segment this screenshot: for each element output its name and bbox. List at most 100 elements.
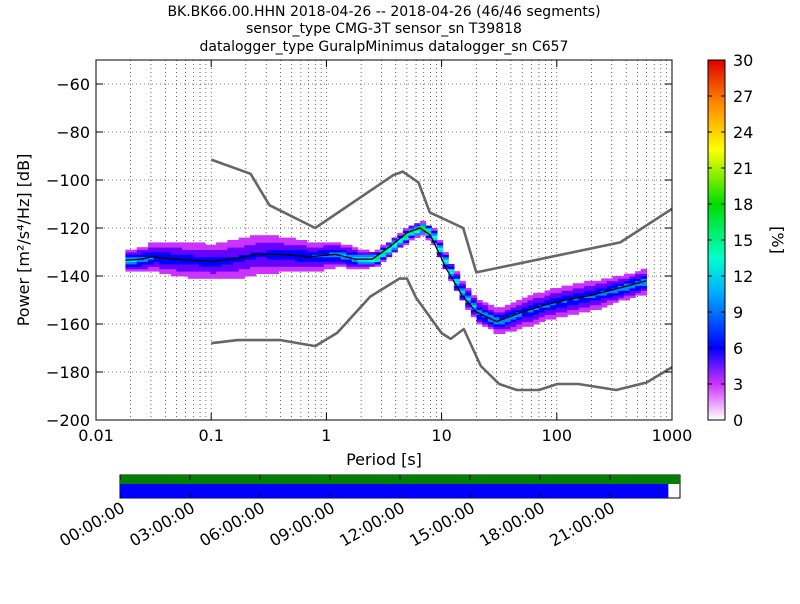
psd-cell [159,259,166,262]
psd-cell [442,254,449,258]
x-tick-label: 0.1 [198,426,223,445]
time-tick-label: 15:00:00 [406,498,478,550]
psd-cell [561,290,568,294]
psd-cell [601,285,608,289]
psd-cell [533,304,540,308]
psd-cell [148,266,155,270]
psd-cell [572,300,580,303]
psd-cell [555,292,563,296]
psd-cell [453,283,461,286]
x-tick-label: 1 [321,426,331,445]
psd-cell [363,266,370,270]
psd-cell [153,249,160,253]
psd-cell [555,297,563,301]
psd-cell [521,300,529,303]
psd-cell [244,244,251,248]
colorbar-tick-label: 15 [733,231,753,250]
psd-cell [182,247,189,250]
psd-cell [640,268,648,272]
psd-cell [595,290,602,294]
psd-cell [182,268,189,272]
psd-cell [589,302,597,306]
psd-cell [244,242,251,246]
time-tick-label: 18:00:00 [476,498,548,550]
psd-cell [538,314,546,318]
psd-cell [567,292,574,296]
psd-cell [589,280,597,284]
psd-cell [244,266,251,270]
psd-cell [193,244,200,248]
psd-cell [317,256,325,260]
psd-cell [448,271,455,274]
psd-cell [635,283,642,286]
psd-cell [493,328,500,332]
psd-cell [334,261,342,265]
psd-cell [227,249,234,253]
psd-cell [204,249,211,253]
psd-cell [278,268,285,272]
psd-cell [595,288,602,291]
psd-cell [544,312,551,315]
psd-cell [555,314,563,318]
psd-cell [499,324,506,327]
psd-cell [204,268,211,272]
psd-cell [170,252,177,255]
psd-cell [300,259,308,262]
psd-cell [329,242,336,246]
psd-cell [504,316,512,320]
psd-cell [182,271,189,274]
psd-cell [283,264,291,267]
psd-cell [504,312,512,315]
psd-cell [595,292,602,296]
psd-cell [567,309,574,313]
psd-cell [380,256,387,260]
psd-cell [131,249,138,253]
psd-cell [170,244,177,248]
psd-cell [487,324,495,327]
psd-cell [578,297,585,301]
psd-cell [125,254,132,258]
psd-cell [289,259,296,262]
psd-cell [221,249,228,253]
psd-cell [204,259,211,262]
psd-cell [544,292,551,296]
psd-cell [357,256,364,260]
psd-cell [244,259,251,262]
psd-cell [487,304,495,308]
x-axis-label: Period [s] [346,450,422,469]
psd-cell [527,309,534,313]
psd-cell [317,268,325,272]
psd-cell [482,309,489,313]
psd-cell [266,261,274,265]
psd-cell [165,261,172,265]
psd-cell [465,302,472,306]
psd-cell [283,256,291,260]
psd-cell [459,297,466,301]
psd-cell [136,264,143,267]
psd-cell [385,252,393,255]
psd-cell [136,259,143,262]
psd-cell [227,252,234,255]
psd-cell [363,261,370,265]
psd-cell [255,240,262,243]
psd-cell [148,244,155,248]
psd-cell [578,288,585,291]
psd-cell [266,271,274,274]
psd-cell [221,273,228,277]
psd-cell [448,273,455,277]
psd-cell [323,252,330,255]
psd-cell [148,249,155,253]
psd-cell [300,268,308,272]
psd-cell [142,249,149,253]
psd-cell [159,266,166,270]
psd-cell [635,271,642,274]
psd-cell [148,261,155,265]
psd-cell [261,268,268,272]
psd-cell [425,228,432,231]
psd-cell [176,264,183,267]
psd-cell [561,292,568,296]
psd-cell [595,304,602,308]
psd-cell [346,244,353,248]
psd-cell [153,268,160,272]
psd-cell [131,259,138,262]
